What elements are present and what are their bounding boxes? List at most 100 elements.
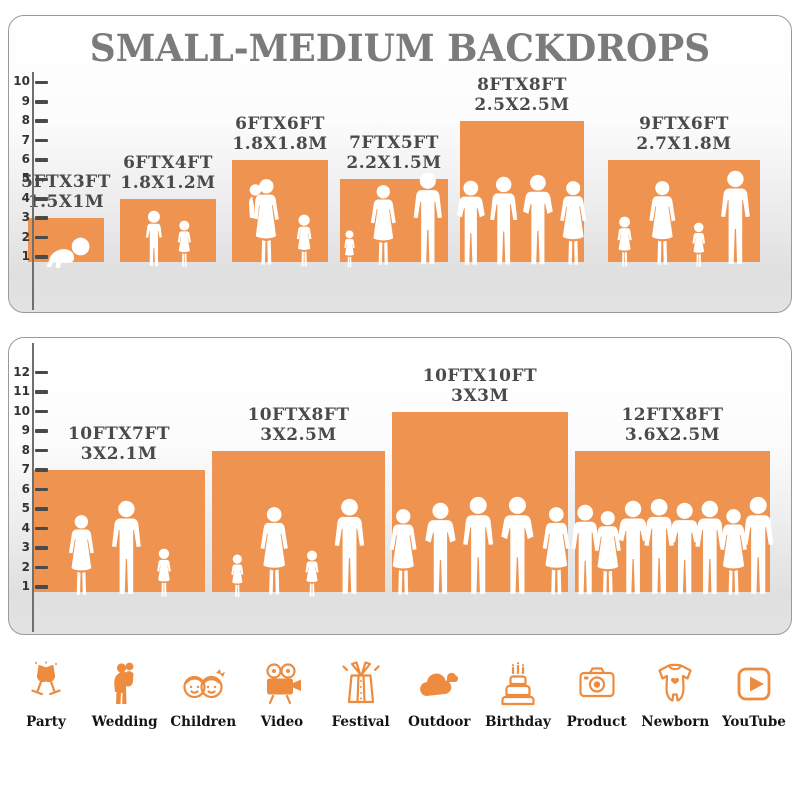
outdoor-icon [415,660,463,708]
person-woman-silhouette [560,181,587,265]
ruler-tick [35,448,48,453]
size-m-text: 1.8X1.8M [232,134,328,155]
person-man2-silhouette [501,496,534,594]
person-man-silhouette [721,170,750,264]
people-silhouettes [249,179,312,267]
ruler-number: 1 [21,579,30,593]
ruler-number: 8 [21,442,30,457]
ruler-tick [35,487,48,492]
backdrop-size-label: 10FTX7FT 3X2.1M [24,424,214,464]
person-man-silhouette [463,496,494,594]
category-item-children: Children [165,660,241,730]
person-baby-silhouette [46,237,90,269]
category-item-festival: Festival [323,660,399,730]
size-ft-text: 12FTX8FT [621,404,724,425]
ruler-number: 12 [13,364,30,379]
size-ft-text: 10FTX10FT [422,365,538,386]
youtube-icon [730,660,778,708]
ruler-tick [35,370,48,375]
size-ft-text: 9FTX6FT [639,114,729,134]
size-m-text: 3.6X2.5M [624,424,721,445]
ruler-tick [35,177,48,182]
backdrop-size-label: 9FTX6FT 2.7X1.8M [589,114,779,154]
ruler-tick [35,526,48,531]
backdrop-size-label: 12FTX8FT 3.6X2.5M [578,405,768,445]
ruler-tick [35,585,48,589]
person-girl-silhouette [692,222,706,267]
people-silhouettes [46,237,90,269]
person-man2-silhouette [523,174,553,265]
category-label: Outdoor [408,714,471,730]
category-item-youtube: YouTube [716,660,792,730]
category-label: Newborn [641,714,710,730]
ruler-tick [35,138,48,143]
person-man2-silhouette [456,180,485,265]
person-man-silhouette [644,498,674,594]
category-label: Video [260,714,304,730]
ruler-number: 6 [21,481,30,496]
people-silhouettes [389,496,570,595]
backdrop-size-label: 8FTX8FT 2.5X2.5M [427,75,617,115]
ruler-tick [35,429,48,433]
size-m-text: 1.8X1.2M [120,172,216,193]
backdrop-size-label: 6FTX4FT 1.8X1.2M [73,153,263,193]
festival-icon [337,660,385,708]
people-silhouettes [617,170,750,267]
ruler-number: 7 [21,132,30,147]
size-m-text: 2.7X1.8M [636,134,732,155]
people-silhouettes [231,498,365,597]
person-man-silhouette [571,504,600,595]
birthday-icon [494,660,542,708]
person-man-silhouette [334,498,365,594]
ruler-number: 11 [13,384,30,398]
person-man2-silhouette [425,502,456,595]
product-icon [573,660,621,708]
person-woman-silhouette [720,509,747,595]
ruler-axis [32,343,34,632]
ruler-number: 6 [21,152,30,166]
ruler-tick [35,119,48,123]
backdrop-size-label: 10FTX10FT 3X3M [385,366,575,406]
ruler-number: 7 [21,462,30,476]
person-girl-silhouette [305,550,319,597]
ruler-tick [35,197,48,201]
ruler-number: 5 [21,501,30,515]
category-row: Party Wedding Children Video Festival Outdoor… [8,660,792,730]
person-man-silhouette [743,496,774,594]
person-man-silhouette [490,176,518,265]
person-girl-silhouette [177,220,191,267]
ruler-tick [35,390,48,394]
backdrop-box-8ftx8ft [460,121,584,262]
backdrop-box-10ftx7ft [33,470,205,592]
people-silhouettes [456,174,587,265]
category-item-wedding: Wedding [87,660,163,730]
person-girl-silhouette [296,214,312,267]
ruler-number: 2 [21,229,30,244]
ruler-tick [35,565,48,570]
ruler-number: 2 [21,559,30,574]
category-item-product: Product [559,660,635,730]
ruler-number: 3 [21,540,30,554]
newborn-icon [651,660,699,708]
people-silhouettes [145,210,191,267]
people-silhouettes [571,496,774,595]
person-man2-silhouette [617,500,649,594]
category-item-outdoor: Outdoor [401,660,477,730]
people-silhouettes [68,500,171,597]
category-label: Birthday [485,714,551,730]
backdrop-size-label: 6FTX6FT 1.8X1.8M [185,114,375,154]
ruler-tick [35,235,48,240]
category-item-newborn: Newborn [637,660,713,730]
person-woman-silhouette [389,509,417,595]
ruler-number: 1 [21,249,30,263]
backdrop-size-label: 7FTX5FT 2.2X1.5M [299,133,489,173]
ruler-tick [35,546,48,550]
ruler-tick [35,216,48,220]
size-m-text: 2.2X1.5M [346,153,442,174]
category-item-party: Party [8,660,84,730]
size-ft-text: 6FTX4FT [123,152,213,173]
wedding-icon [101,660,149,708]
category-label: Wedding [91,714,158,730]
person-man-silhouette [413,172,442,265]
